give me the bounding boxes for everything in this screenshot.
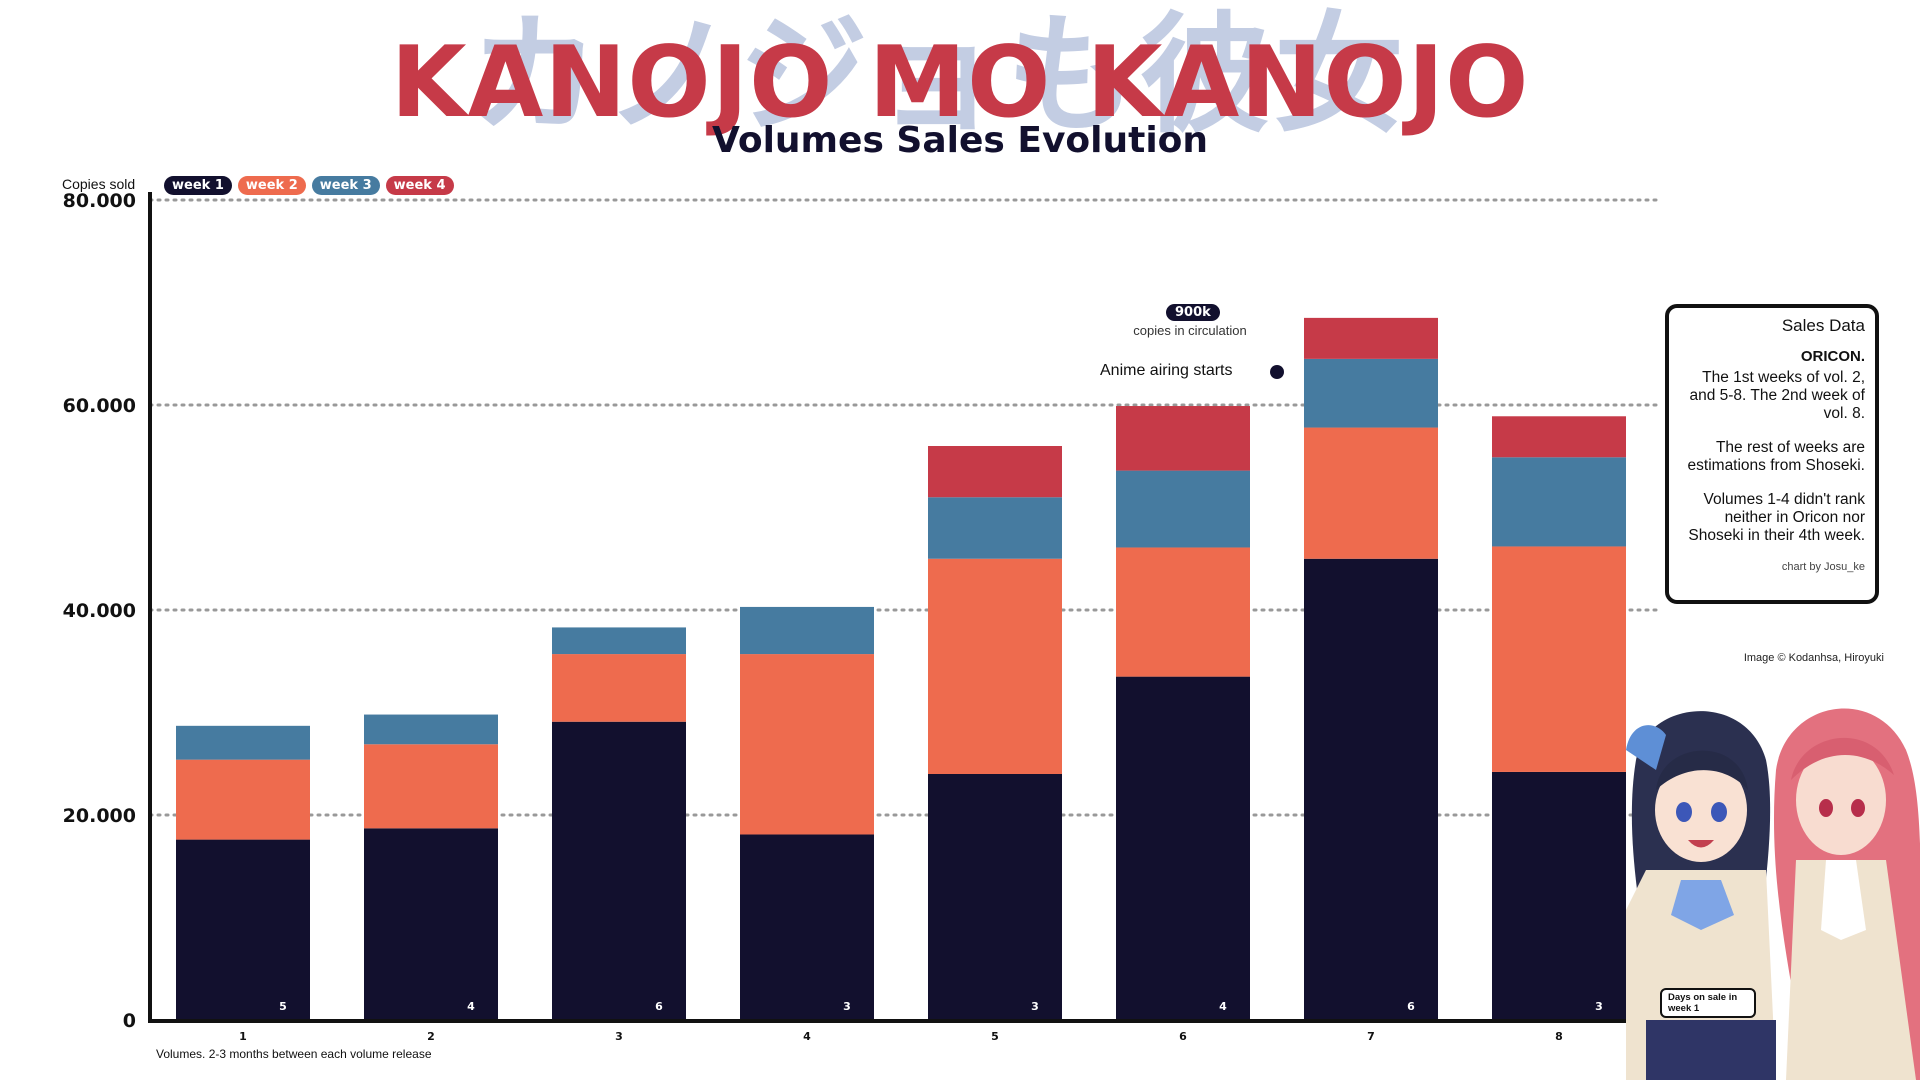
legend-week-4: week 4 (385, 176, 454, 195)
bar-segment-3 (928, 497, 1062, 559)
background-japanese-title: カノジョも彼女 (470, 0, 1409, 151)
legend-week-1: week 1 (164, 176, 232, 195)
legend-week-3: week 3 (311, 176, 380, 195)
legend-week-2: week 2 (237, 176, 306, 195)
sales-data-box: Sales Data ORICON. The 1st weeks of vol.… (1665, 304, 1879, 604)
bar-segment-3 (1116, 470, 1250, 548)
circulation-badge: 900k (1166, 304, 1220, 321)
days-on-sale-label: 5 (279, 1000, 287, 1013)
image-copyright: Image © Kodanhsa, Hiroyuki (1743, 652, 1884, 664)
bar-segment-2 (928, 558, 1062, 774)
circulation-text: copies in circulation (1133, 323, 1247, 338)
y-tick-label: 20.000 (63, 805, 136, 827)
days-on-sale-label: 3 (843, 1000, 851, 1013)
bar-segment-4 (1116, 406, 1250, 471)
y-tick-label: 0 (123, 1010, 136, 1032)
x-tick-label: 7 (1367, 1030, 1375, 1043)
days-on-sale-label: 4 (467, 1000, 475, 1013)
bar-segment-2 (1304, 427, 1438, 559)
character-illustration (1626, 708, 1920, 1080)
days-on-sale-label: 6 (1407, 1000, 1415, 1013)
y-tick-label: 60.000 (63, 395, 136, 417)
days-on-sale-label: 3 (1031, 1000, 1039, 1013)
bar-segment-3 (1304, 358, 1438, 428)
bar-segment-1 (740, 834, 874, 1020)
bar-segment-2 (552, 654, 686, 722)
y-tick-label: 40.000 (63, 600, 136, 622)
anime-start-label: Anime airing starts (1100, 362, 1233, 379)
sales-data-heading: Sales Data (1781, 316, 1865, 335)
days-on-sale-label: 3 (1595, 1000, 1603, 1013)
bar-segment-1 (1116, 676, 1250, 1020)
bar-segment-1 (364, 828, 498, 1020)
bar-segment-2 (740, 654, 874, 835)
bar-segment-1 (928, 774, 1062, 1020)
bar-segment-3 (552, 627, 686, 655)
chart-credit: chart by Josu_ke (1781, 561, 1865, 573)
bar-segment-4 (1492, 416, 1626, 458)
y-axis-title: Copies sold (62, 176, 136, 192)
bar-segment-1 (1304, 558, 1438, 1020)
bar-segment-2 (1492, 546, 1626, 772)
x-tick-label: 4 (803, 1030, 811, 1043)
bar-segment-3 (176, 725, 310, 760)
days-on-sale-note: Days on sale in week 1 (1660, 988, 1756, 1018)
bar-segment-4 (1304, 317, 1438, 359)
legend: week 1 week 2 week 3 week 4 (164, 176, 454, 195)
bar-segment-4 (928, 446, 1062, 498)
bar-segment-1 (176, 839, 310, 1020)
x-tick-label: 1 (239, 1030, 247, 1043)
sales-data-note-1: The 1st weeks of vol. 2, and 5-8. The 2n… (1689, 369, 1865, 422)
y-tick-label: 80.000 (63, 190, 136, 212)
bar-segment-2 (364, 744, 498, 829)
bar-segment-1 (552, 721, 686, 1020)
bar-segment-3 (364, 714, 498, 745)
x-tick-label: 6 (1179, 1030, 1187, 1043)
x-tick-label: 8 (1555, 1030, 1563, 1043)
days-on-sale-label: 4 (1219, 1000, 1227, 1013)
anime-start-dot (1270, 365, 1284, 379)
x-tick-label: 2 (427, 1030, 435, 1043)
sales-data-note-2: The rest of weeks are estimations from S… (1687, 439, 1865, 474)
x-axis-title: Volumes. 2-3 months between each volume … (156, 1047, 432, 1061)
sales-data-source: ORICON. (1800, 348, 1865, 365)
x-tick-label: 5 (991, 1030, 999, 1043)
sales-data-note-3: Volumes 1-4 didn't rank neither in Orico… (1688, 491, 1865, 544)
bar-segment-3 (1492, 457, 1626, 547)
x-tick-label: 3 (615, 1030, 623, 1043)
days-on-sale-label: 6 (655, 1000, 663, 1013)
page-subtitle: Volumes Sales Evolution (711, 120, 1209, 161)
page-title: KANOJO MO KANOJO (390, 26, 1530, 140)
bar-segment-3 (740, 606, 874, 655)
bar-segment-2 (176, 759, 310, 840)
bar-segment-1 (1492, 771, 1626, 1020)
bar-segment-2 (1116, 547, 1250, 677)
